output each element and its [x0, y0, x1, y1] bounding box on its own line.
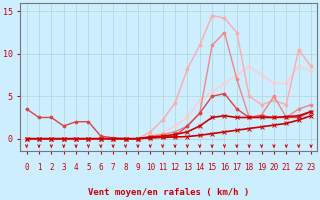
X-axis label: Vent moyen/en rafales ( km/h ): Vent moyen/en rafales ( km/h ): [88, 188, 250, 197]
